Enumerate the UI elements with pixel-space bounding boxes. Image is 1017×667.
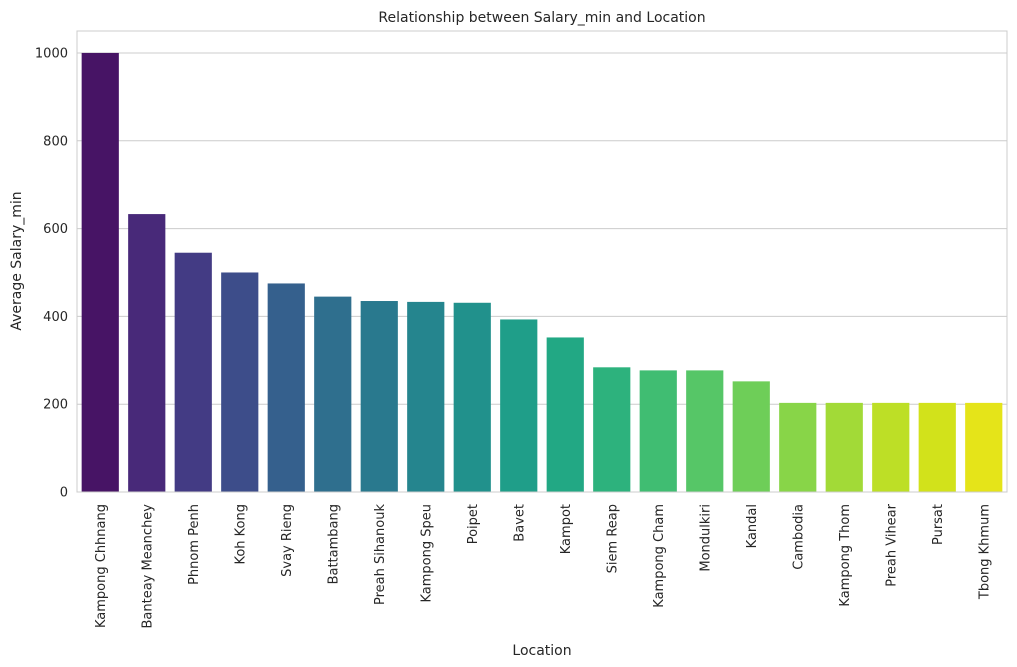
x-axis-label: Location <box>512 643 571 659</box>
bar <box>221 272 259 492</box>
y-axis-label: Average Salary_min <box>9 191 25 330</box>
x-tick-label: Kampot <box>559 504 574 554</box>
bar <box>965 402 1003 492</box>
bar <box>360 301 398 492</box>
bar <box>546 337 584 492</box>
bar <box>825 402 863 492</box>
x-tick-label: Bavet <box>512 504 527 542</box>
gridlines <box>77 52 1007 493</box>
chart-title: Relationship between Salary_min and Loca… <box>378 10 705 26</box>
bar <box>500 319 538 492</box>
x-tick-label: Preah Vihear <box>884 503 899 586</box>
x-tick-label: Kampong Thom <box>838 504 853 607</box>
x-tick-label: Kampong Chhnang <box>94 504 109 628</box>
y-tick-label: 0 <box>60 486 68 501</box>
x-tick-label: Preah Sihanouk <box>373 504 388 606</box>
bars <box>81 52 1003 492</box>
x-tick-label: Mondulkiri <box>698 504 713 572</box>
plot-frame <box>76 30 1008 493</box>
x-tick-label: Cambodia <box>791 504 806 570</box>
x-tick-label: Svay Rieng <box>280 504 295 577</box>
y-tick-label: 1000 <box>35 46 68 61</box>
x-tick-label: Battambang <box>326 504 341 584</box>
x-tick-label: Pursat <box>931 504 946 545</box>
bar <box>872 402 910 492</box>
bar <box>453 302 491 492</box>
x-tick-label: Tbong Khmum <box>977 504 992 600</box>
x-tick-label: Kandal <box>745 504 760 548</box>
x-tick-label: Poipet <box>466 504 481 544</box>
x-tick-label: Phnom Penh <box>187 504 202 585</box>
bar <box>314 296 352 492</box>
bar <box>686 370 724 492</box>
y-tick-label: 600 <box>43 222 68 237</box>
bar <box>918 402 956 492</box>
x-tick-label: Banteay Meanchey <box>140 504 155 629</box>
x-tick-labels: Kampong Chhnang Banteay Meanchey Phnom Pen… <box>94 503 993 628</box>
bar <box>81 52 119 492</box>
bar <box>779 402 817 492</box>
x-tick-label: Siem Reap <box>605 504 620 573</box>
bar <box>732 381 770 492</box>
y-tick-label: 800 <box>43 134 68 149</box>
x-tick-label: Kampong Speu <box>419 504 434 603</box>
bar <box>593 367 631 492</box>
bar <box>174 252 212 492</box>
x-tick-label: Koh Kong <box>233 504 248 565</box>
bar <box>639 370 677 492</box>
bar <box>267 283 305 492</box>
y-tick-label: 200 <box>43 398 68 413</box>
bar <box>128 214 166 492</box>
bar <box>407 301 445 492</box>
y-tick-label: 400 <box>43 310 68 325</box>
x-tick-label: Kampong Cham <box>652 504 667 608</box>
y-tick-labels: 0 200 400 600 800 1000 <box>35 46 68 500</box>
